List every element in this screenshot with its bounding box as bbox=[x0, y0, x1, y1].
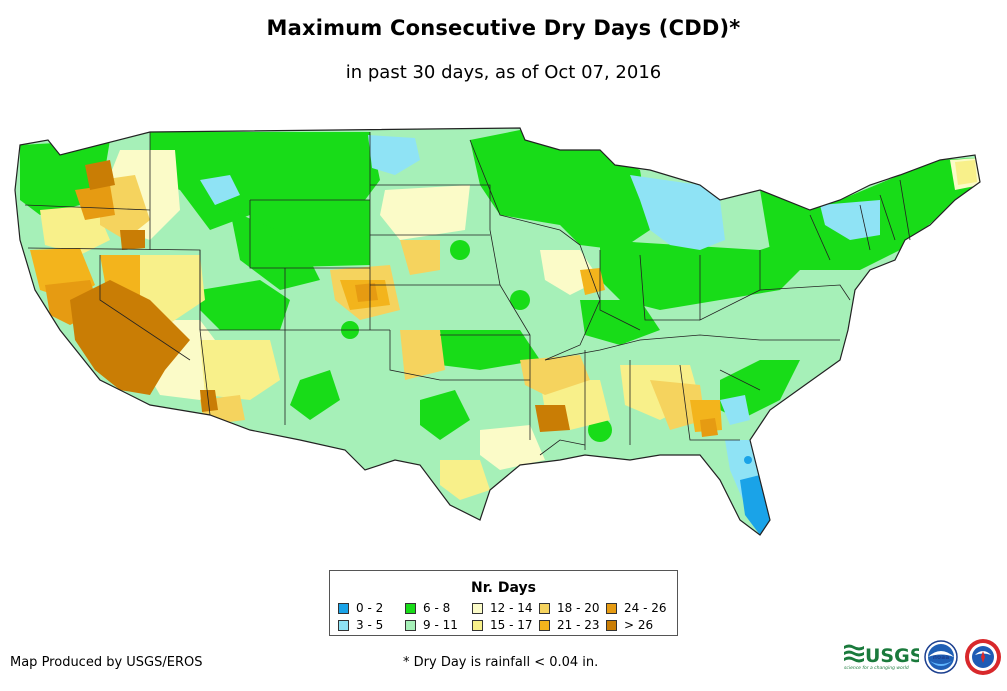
map-title: Maximum Consecutive Dry Days (CDD)* bbox=[266, 16, 741, 40]
footnote-text: * Dry Day is rainfall < 0.04 in. bbox=[403, 655, 599, 670]
legend-title: Nr. Days bbox=[471, 580, 536, 596]
usgs-logo: USGS science for a changing world bbox=[844, 644, 919, 671]
legend-item: 24 - 26 bbox=[606, 601, 667, 615]
legend-swatch bbox=[338, 602, 349, 614]
legend-item: 18 - 20 bbox=[539, 601, 600, 615]
noaa-logo-text: noaa bbox=[933, 654, 950, 661]
legend-swatch bbox=[338, 619, 349, 631]
legend-item: 6 - 8 bbox=[405, 601, 450, 615]
usgs-logo-text: USGS bbox=[865, 645, 919, 667]
legend: Nr. Days 0 - 2 3 - 5 6 - 8 9 - 11 12 - 1… bbox=[329, 570, 678, 636]
legend-swatch bbox=[405, 602, 416, 614]
nws-logo bbox=[965, 639, 1001, 675]
legend-label: 0 - 2 bbox=[356, 601, 384, 615]
legend-label: 9 - 11 bbox=[423, 618, 458, 632]
legend-label: 21 - 23 bbox=[557, 618, 600, 632]
legend-label: > 26 bbox=[624, 618, 654, 632]
legend-item: 0 - 2 bbox=[338, 601, 383, 615]
region-3-5-days bbox=[200, 135, 880, 505]
noaa-logo: noaa bbox=[924, 640, 958, 674]
legend-label: 24 - 26 bbox=[624, 601, 667, 615]
legend-label: 3 - 5 bbox=[356, 618, 384, 632]
usgs-tagline: science for a changing world bbox=[844, 665, 909, 671]
legend-swatch bbox=[472, 619, 483, 631]
us-outline bbox=[14, 127, 981, 536]
region-over-26-days bbox=[70, 160, 570, 432]
legend-label: 6 - 8 bbox=[423, 601, 451, 615]
state-boundaries bbox=[24, 132, 911, 456]
legend-item: 12 - 14 bbox=[472, 601, 533, 615]
legend-swatch bbox=[405, 619, 416, 631]
legend-label: 15 - 17 bbox=[490, 618, 533, 632]
legend-swatch bbox=[472, 602, 483, 614]
legend-label: 18 - 20 bbox=[557, 601, 600, 615]
legend-label: 12 - 14 bbox=[490, 601, 533, 615]
legend-item: 21 - 23 bbox=[539, 618, 600, 632]
legend-item: 15 - 17 bbox=[472, 618, 533, 632]
usgs-wave-icon bbox=[844, 644, 864, 663]
map-subtitle: in past 30 days, as of Oct 07, 2016 bbox=[345, 62, 662, 83]
legend-swatch bbox=[606, 602, 617, 614]
cdd-map bbox=[14, 127, 981, 536]
legend-item: 3 - 5 bbox=[338, 618, 383, 632]
legend-swatch bbox=[606, 619, 617, 631]
legend-item: > 26 bbox=[606, 618, 653, 632]
credit-text: Map Produced by USGS/EROS bbox=[10, 655, 203, 670]
legend-swatch bbox=[539, 602, 550, 614]
legend-item: 9 - 11 bbox=[405, 618, 458, 632]
legend-swatch bbox=[539, 619, 550, 631]
